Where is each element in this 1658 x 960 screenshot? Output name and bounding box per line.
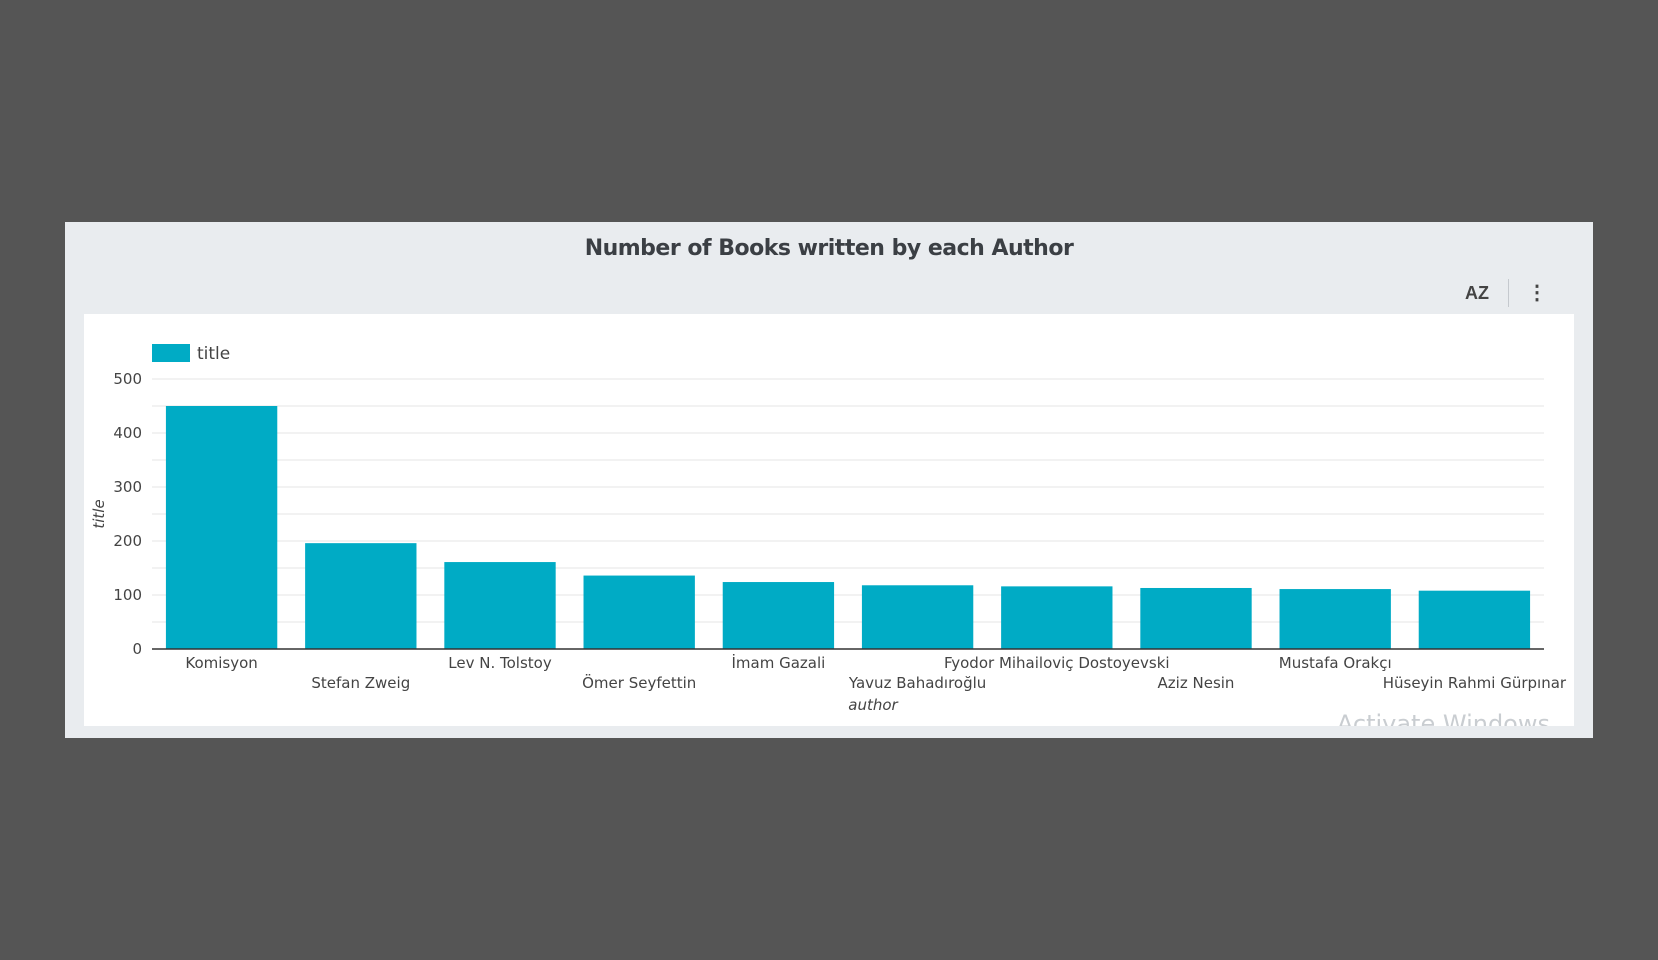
bar (1001, 586, 1113, 649)
x-axis-label: author (848, 696, 898, 714)
toolbar-divider (1508, 279, 1509, 307)
y-tick-label: 300 (113, 478, 142, 496)
chart-panel: Number of Books written by each Author A… (65, 222, 1593, 738)
x-tick-label: Hüseyin Rahmi Gürpınar (1383, 674, 1567, 692)
chart-title: Number of Books written by each Author (584, 236, 1074, 261)
watermark-text: Activate Windows (1336, 710, 1550, 726)
bar (165, 406, 278, 649)
more-vertical-icon[interactable]: ⋮ (1527, 282, 1547, 304)
bar (444, 562, 556, 649)
bar (722, 582, 835, 649)
chart-area: 0 100 200 300 400 500 title Komisyon Stefan Zwei… (84, 314, 1574, 726)
y-axis-label: title (90, 499, 108, 528)
legend-label: title (197, 344, 230, 364)
x-tick-label: Aziz Nesin (1158, 674, 1235, 692)
y-tick-label: 200 (113, 532, 142, 550)
bar (305, 543, 417, 649)
x-tick-label: Lev N. Tolstoy (448, 654, 552, 672)
x-tick-label: Stefan Zweig (311, 674, 410, 692)
bar (1418, 590, 1531, 649)
x-tick-label: Ömer Seyfettin (582, 673, 696, 692)
y-tick-label: 500 (113, 370, 142, 388)
bar (1279, 589, 1391, 649)
bar (861, 585, 974, 649)
x-tick-label: Mustafa Orakçı (1279, 654, 1392, 672)
y-tick-label: 100 (113, 586, 142, 604)
bar (1140, 587, 1252, 649)
x-tick-label: Yavuz Bahadıroğlu (848, 674, 986, 692)
x-tick-label: Fyodor Mihailoviç Dostoyevski (944, 654, 1170, 672)
y-tick-label: 0 (132, 640, 142, 658)
bar-chart: 0 100 200 300 400 500 title Komisyon Stefan Zwei… (90, 344, 1567, 714)
x-tick-label: İmam Gazali (731, 653, 825, 672)
bar (583, 575, 695, 649)
sort-alpha-icon[interactable]: AZ (1465, 282, 1489, 303)
legend-swatch (152, 344, 190, 362)
y-tick-label: 400 (113, 424, 142, 442)
x-tick-label: Komisyon (185, 654, 257, 672)
